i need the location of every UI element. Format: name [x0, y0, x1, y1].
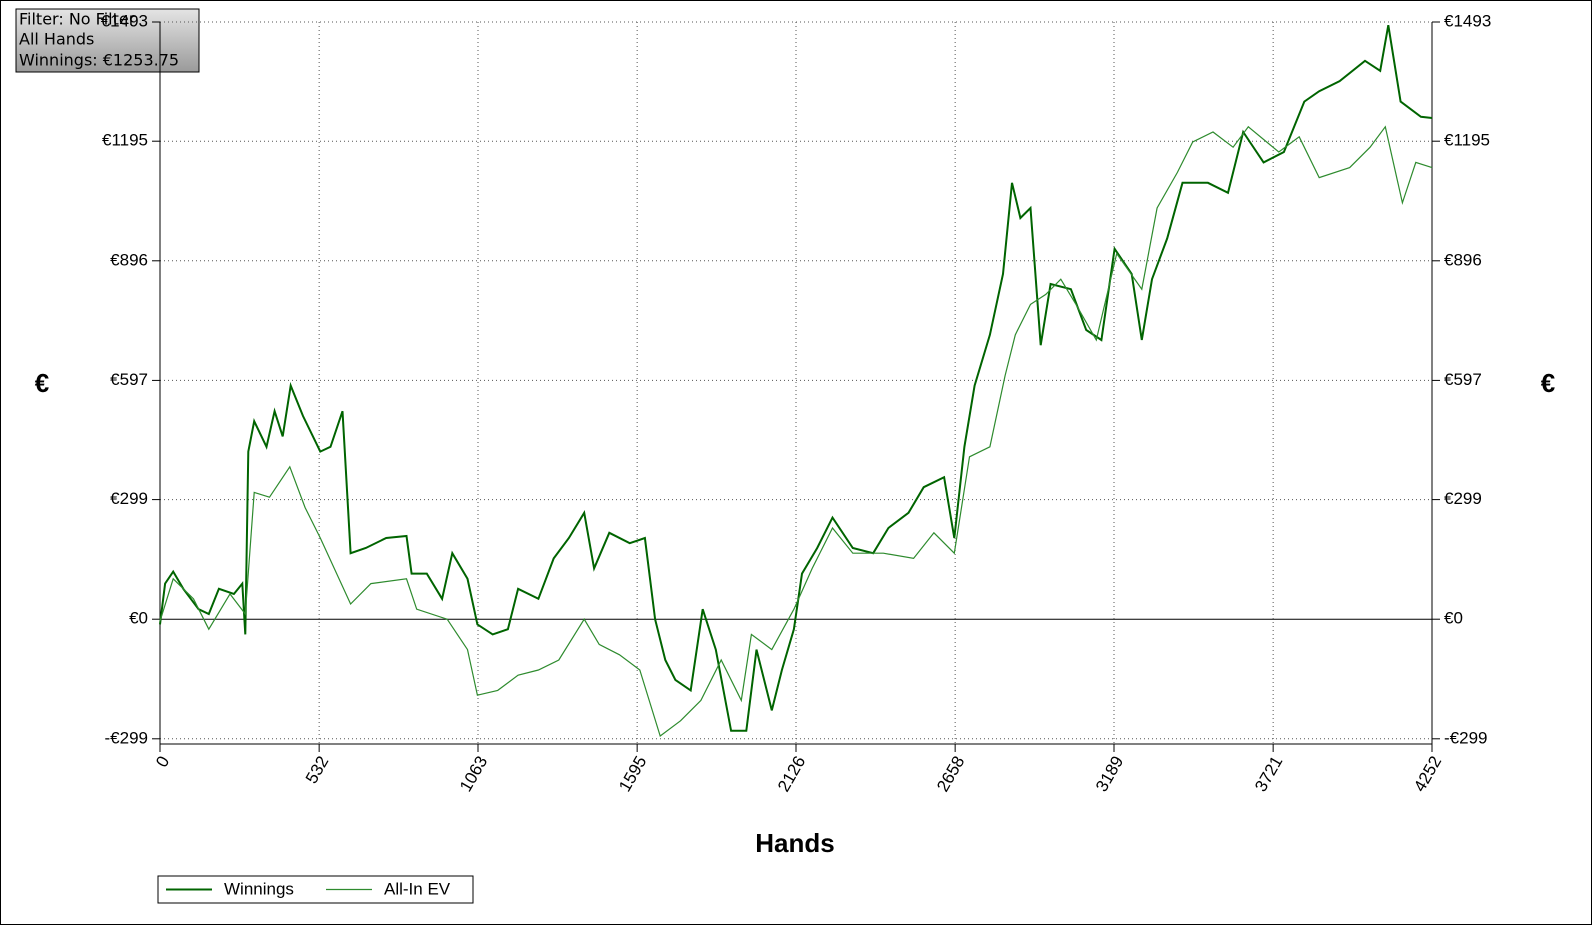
info-line: All Hands — [19, 30, 94, 49]
series-line — [159, 125, 1433, 737]
legend-label: All-In EV — [384, 879, 451, 898]
y-tick-label: €1493 — [101, 11, 148, 30]
y-tick-label: €896 — [110, 250, 148, 269]
info-line: Filter: No Filter — [19, 10, 136, 29]
y-tick-label-right: -€299 — [1444, 728, 1487, 747]
x-axis-label: Hands — [755, 828, 834, 858]
y-tick-label: €1195 — [102, 131, 148, 150]
y-axis-label: € — [35, 368, 49, 398]
y-tick-label: €0 — [129, 609, 148, 628]
y-tick-label-right: €1195 — [1444, 131, 1490, 150]
info-box: Filter: No Filter All Hands Winnings: €1… — [15, 8, 200, 73]
series-line — [159, 25, 1433, 732]
y-tick-label-right: €896 — [1444, 250, 1482, 269]
legend-label: Winnings — [224, 879, 294, 898]
y-tick-label-right: €0 — [1444, 609, 1463, 628]
y-tick-label-right: €597 — [1444, 370, 1482, 389]
y-tick-label: €299 — [110, 489, 148, 508]
info-box-bg — [15, 8, 200, 73]
y-axis-label-right: € — [1541, 368, 1555, 398]
y-tick-label-right: €299 — [1444, 489, 1482, 508]
info-line: Winnings: €1253.75 — [19, 51, 179, 70]
y-tick-label: -€299 — [105, 728, 148, 747]
y-tick-label: €597 — [110, 370, 148, 389]
y-tick-label-right: €1493 — [1444, 11, 1491, 30]
